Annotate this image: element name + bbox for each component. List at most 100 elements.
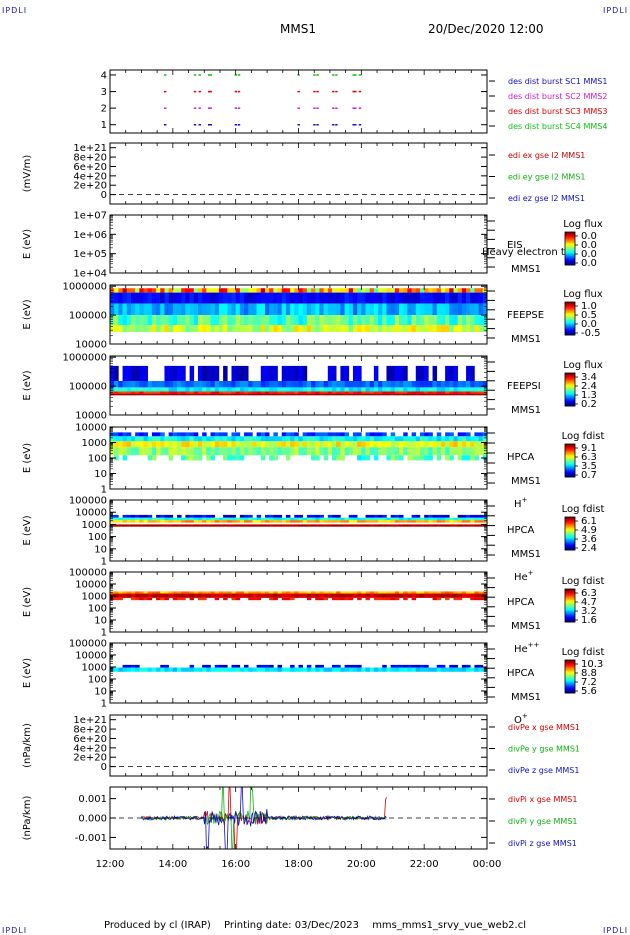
heatmap-cell xyxy=(298,591,303,594)
heatmap-cell xyxy=(223,391,228,394)
heatmap-cell xyxy=(214,315,220,326)
heatmap-cell xyxy=(327,436,333,442)
burst-marker-sc4 xyxy=(163,74,167,76)
heatmap-cell xyxy=(164,391,169,394)
heatmap-cell xyxy=(256,524,262,527)
burst-marker-sc3 xyxy=(209,90,212,93)
heatmap-cell xyxy=(214,393,220,396)
heatmap-cell xyxy=(407,441,412,448)
heatmap-cell xyxy=(440,436,446,442)
panel-frame xyxy=(109,642,488,704)
heatmap-cell xyxy=(218,664,224,668)
y-axis-label: E (eV) xyxy=(22,370,33,400)
heatmap-cell xyxy=(294,387,299,392)
heatmap-cell xyxy=(365,303,371,316)
colorbar-tick-label: 6.3 xyxy=(581,452,597,463)
colorbar-cell xyxy=(565,388,575,390)
heatmap-cell xyxy=(365,315,371,326)
heatmap-cell xyxy=(466,387,471,392)
colorbar-cell xyxy=(565,684,575,687)
heatmap-cell xyxy=(357,303,362,316)
heatmap-cell xyxy=(122,381,128,388)
heatmap-cell xyxy=(436,387,442,392)
colorbar-cell xyxy=(565,318,575,321)
colorbar-cell xyxy=(565,518,575,521)
date-time-title: 20/Dec/2020 12:00 xyxy=(428,22,544,36)
heatmap-cell xyxy=(143,520,148,523)
heatmap-cell xyxy=(156,593,161,598)
heatmap-cell xyxy=(256,436,262,442)
heatmap-cell xyxy=(319,432,324,437)
heatmap-cell xyxy=(252,387,257,392)
heatmap-cell xyxy=(365,593,371,598)
heatmap-cell xyxy=(478,520,484,523)
heatmap-cell xyxy=(256,432,262,437)
heatmap-cell xyxy=(419,664,425,668)
heatmap-cell xyxy=(424,393,429,396)
heatmap-cell xyxy=(181,436,186,442)
heatmap-cell xyxy=(172,315,178,326)
heatmap-cell xyxy=(126,447,132,456)
heatmap-cell xyxy=(399,441,404,448)
heatmap-cell xyxy=(411,517,417,521)
colorbar-cell xyxy=(565,373,575,375)
colorbar-cell xyxy=(565,619,575,622)
burst-marker-sc1 xyxy=(163,124,167,126)
heatmap-cell xyxy=(311,393,316,396)
heatmap-cell xyxy=(428,303,433,316)
heatmap-cell xyxy=(126,365,132,382)
colorbar-cell xyxy=(565,311,575,314)
heatmap-cell xyxy=(332,288,337,293)
heatmap-cell xyxy=(470,597,475,601)
heatmap-cell xyxy=(168,517,174,521)
heatmap-cell xyxy=(382,667,387,672)
heatmap-cell xyxy=(139,292,144,304)
heatmap-cell xyxy=(177,381,182,388)
heatmap-cell xyxy=(348,524,354,527)
heatmap-cell xyxy=(474,524,479,527)
heatmap-cell xyxy=(218,436,224,442)
heatmap-cell xyxy=(110,325,115,333)
heatmap-cell xyxy=(135,325,140,333)
heatmap-cell xyxy=(218,393,224,396)
heatmap-cell xyxy=(428,667,433,672)
heatmap-cell xyxy=(110,514,115,518)
panel-frame xyxy=(109,499,488,562)
heatmap-cell xyxy=(294,432,299,437)
colorbar-cell xyxy=(565,679,575,682)
colorbar-cell xyxy=(565,244,575,247)
colorbar-cell xyxy=(565,548,575,551)
heatmap-cell xyxy=(177,432,182,437)
heatmap-cell xyxy=(470,315,475,326)
heatmap-cell xyxy=(151,517,157,521)
heatmap-cell xyxy=(440,517,446,521)
heatmap-cell xyxy=(210,593,216,598)
y-axis-label: E (eV) xyxy=(22,229,33,259)
heatmap-cell xyxy=(218,387,224,392)
heatmap-cell xyxy=(227,288,232,293)
colorbar-cell xyxy=(565,666,575,669)
heatmap-cell xyxy=(466,591,471,594)
colorbar-cell xyxy=(565,456,575,459)
colorbar-cell xyxy=(565,390,575,393)
heatmap-cell xyxy=(453,520,458,523)
heatmap-cell xyxy=(277,381,283,388)
heatmap-cell xyxy=(378,325,383,333)
heatmap-cell xyxy=(290,447,295,456)
heatmap-cell xyxy=(311,387,316,392)
heatmap-cell xyxy=(424,432,429,437)
heatmap-cell xyxy=(264,303,270,316)
colorbar-cell xyxy=(565,396,575,399)
heatmap-cell xyxy=(181,303,186,316)
heatmap-cell xyxy=(210,325,216,333)
heatmap-cell xyxy=(264,288,270,293)
y-tick-label: 1 xyxy=(101,699,107,710)
colorbar-tick-label: 6.3 xyxy=(581,588,597,599)
y-tick-label: 0 xyxy=(101,762,107,773)
heatmap-cell xyxy=(478,524,484,527)
heatmap-cell xyxy=(256,391,262,394)
heatmap-cell xyxy=(357,432,362,437)
heatmap-cell xyxy=(193,391,199,394)
heatmap-cell xyxy=(436,432,442,437)
heatmap-cell xyxy=(390,387,396,392)
